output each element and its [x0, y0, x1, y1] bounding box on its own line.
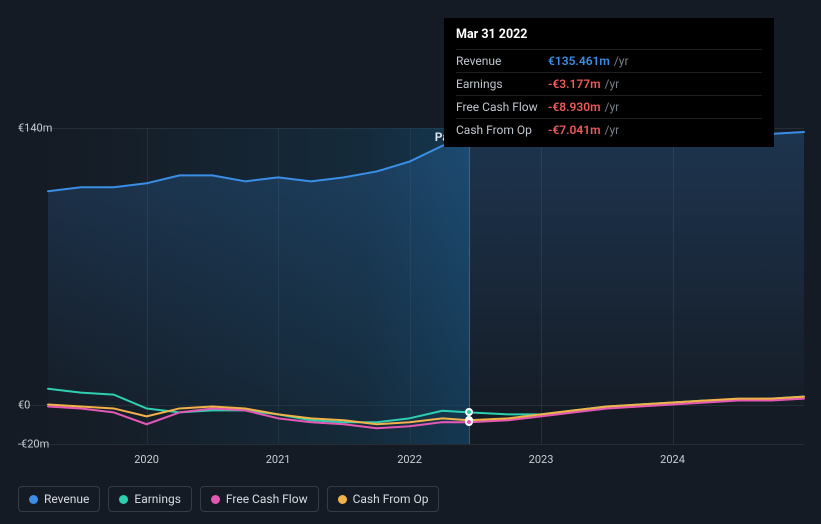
legend-item-revenue[interactable]: Revenue	[18, 486, 100, 512]
legend-item-fcf[interactable]: Free Cash Flow	[200, 486, 319, 512]
series-marker	[465, 418, 473, 426]
legend-label: Cash From Op	[353, 492, 429, 506]
tooltip-row: Revenue€135.461m/yr	[456, 49, 762, 72]
tooltip-metric-name: Revenue	[456, 52, 548, 70]
chart-legend: Revenue Earnings Free Cash Flow Cash From O…	[18, 486, 439, 512]
x-axis-label: 2021	[266, 453, 291, 466]
tooltip-metric-name: Free Cash Flow	[456, 98, 548, 116]
tooltip-metric-unit: /yr	[614, 52, 629, 70]
legend-item-cfo[interactable]: Cash From Op	[327, 486, 440, 512]
tooltip-metric-unit: /yr	[605, 75, 620, 93]
series-marker	[465, 408, 473, 416]
tooltip-metric-value: -€8.930m	[548, 98, 601, 116]
x-axis-label: 2023	[529, 453, 554, 466]
legend-swatch	[211, 495, 220, 504]
legend-label: Revenue	[44, 492, 89, 506]
legend-swatch	[338, 495, 347, 504]
tooltip-metric-value: -€7.041m	[548, 121, 601, 139]
legend-label: Free Cash Flow	[226, 492, 308, 506]
tooltip-metric-value: -€3.177m	[548, 75, 601, 93]
tooltip-metric-unit: /yr	[605, 121, 620, 139]
tooltip-row: Cash From Op-€7.041m/yr	[456, 118, 762, 141]
tooltip-metric-name: Earnings	[456, 75, 548, 93]
tooltip-date: Mar 31 2022	[456, 26, 762, 45]
chart-tooltip: Mar 31 2022 Revenue€135.461m/yrEarnings-…	[444, 18, 774, 147]
legend-swatch	[29, 495, 38, 504]
gridline-y	[18, 444, 804, 445]
legend-label: Earnings	[134, 492, 181, 506]
chart-svg	[18, 128, 804, 444]
legend-swatch	[119, 495, 128, 504]
tooltip-row: Free Cash Flow-€8.930m/yr	[456, 95, 762, 118]
x-axis-label: 2024	[660, 453, 685, 466]
legend-item-earnings[interactable]: Earnings	[108, 486, 192, 512]
tooltip-metric-unit: /yr	[605, 98, 620, 116]
x-axis-label: 2020	[134, 453, 159, 466]
tooltip-row: Earnings-€3.177m/yr	[456, 72, 762, 95]
financial-chart: €140m€0-€20m20202021202220232024PastAnal…	[18, 128, 804, 444]
tooltip-metric-name: Cash From Op	[456, 121, 548, 139]
x-axis-label: 2022	[397, 453, 422, 466]
tooltip-rows: Revenue€135.461m/yrEarnings-€3.177m/yrFr…	[456, 49, 762, 141]
tooltip-metric-value: €135.461m	[548, 52, 610, 70]
